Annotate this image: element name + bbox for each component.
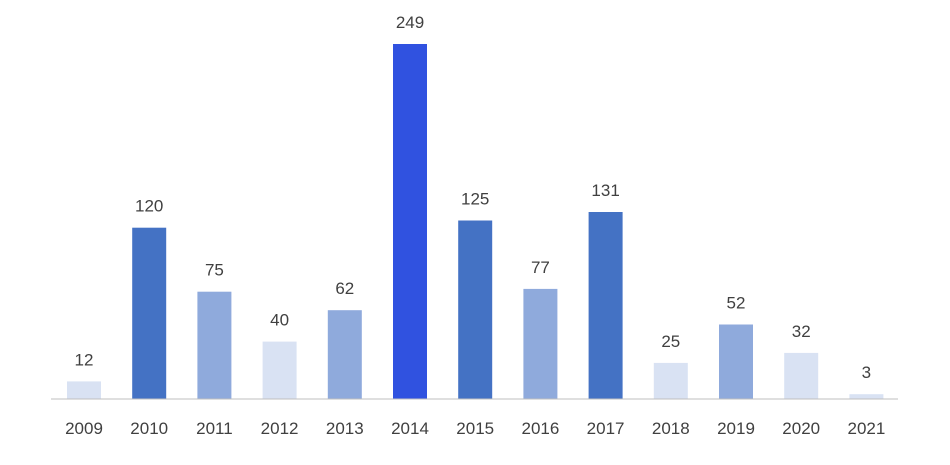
data-label-2012: 40	[270, 311, 289, 330]
x-tick-label-2019: 2019	[717, 419, 755, 438]
data-label-2020: 32	[792, 322, 811, 341]
bar-2021	[849, 394, 884, 399]
x-tick-label-2010: 2010	[130, 419, 168, 438]
x-tick-label-2017: 2017	[587, 419, 625, 438]
data-label-2016: 77	[531, 258, 550, 277]
bar-2013	[327, 310, 362, 399]
data-label-2010: 120	[135, 197, 163, 216]
data-label-2013: 62	[335, 279, 354, 298]
x-tick-label-2018: 2018	[652, 419, 690, 438]
data-label-2021: 3	[862, 363, 871, 382]
bar-2010	[132, 227, 167, 399]
x-tick-label-2021: 2021	[847, 419, 885, 438]
bar-2015	[458, 220, 493, 399]
bar-2020	[784, 352, 819, 399]
data-labels-group: 12 120 75 40 62 249 125 77 131 25 52 32 3	[75, 13, 872, 382]
x-tick-labels-group: 2009 2010 2011 2012 2013 2014 2015 2016 2017 2018…	[65, 419, 885, 438]
bar-2009	[67, 381, 101, 399]
x-tick-label-2009: 2009	[65, 419, 103, 438]
bar-2018	[653, 362, 688, 399]
bar-2019	[719, 324, 753, 399]
x-tick-label-2016: 2016	[521, 419, 559, 438]
x-tick-label-2020: 2020	[782, 419, 820, 438]
data-label-2009: 12	[75, 350, 94, 369]
bar-2016	[523, 288, 558, 399]
bar-2012	[262, 341, 297, 399]
bar-2011	[197, 291, 232, 399]
data-label-2019: 52	[727, 294, 746, 313]
bar-2017	[588, 212, 623, 399]
bar-2014	[393, 44, 427, 399]
data-label-2018: 25	[661, 332, 680, 351]
x-tick-label-2011: 2011	[196, 419, 233, 438]
data-label-2014: 249	[396, 13, 424, 32]
data-label-2011: 75	[205, 261, 224, 280]
x-tick-label-2015: 2015	[456, 419, 494, 438]
x-tick-label-2012: 2012	[261, 419, 299, 438]
x-tick-label-2013: 2013	[326, 419, 364, 438]
bars-group	[67, 44, 884, 399]
data-label-2017: 131	[591, 181, 619, 200]
x-tick-label-2014: 2014	[391, 419, 429, 438]
data-label-2015: 125	[461, 190, 489, 209]
